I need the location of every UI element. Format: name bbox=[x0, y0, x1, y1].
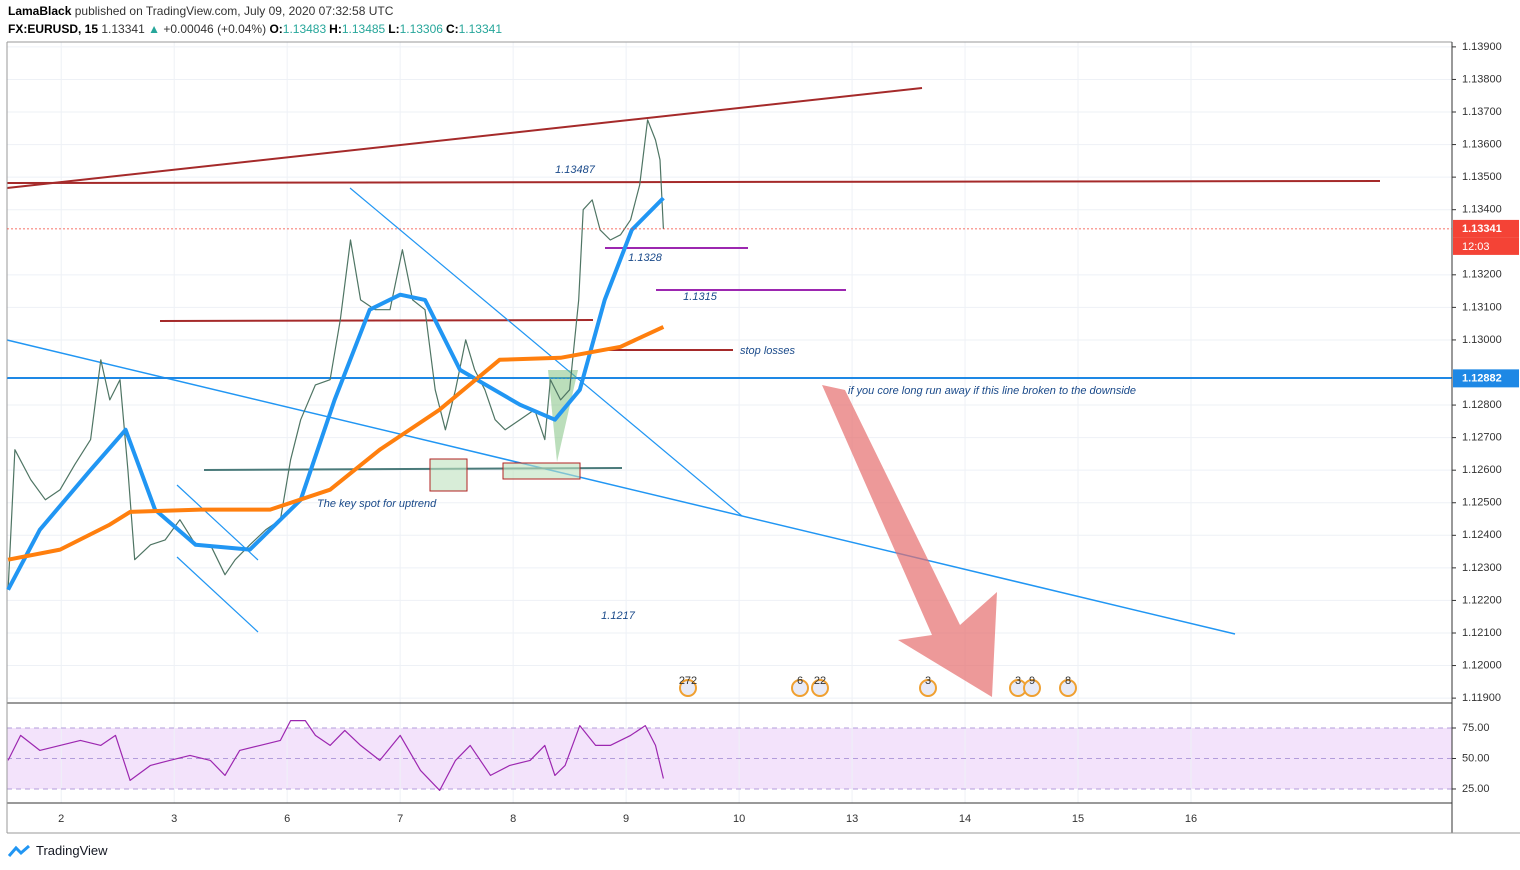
ohlc-key: H: bbox=[329, 22, 342, 36]
symbol-info: FX:EURUSD, 15 1.13341 ▲ +0.00046 (+0.04%… bbox=[8, 22, 505, 36]
y-tick-label: 1.12600 bbox=[1462, 464, 1502, 476]
annotation: 1.13487 bbox=[555, 164, 596, 176]
event-icon bbox=[919, 679, 937, 697]
event-count: 22 bbox=[814, 675, 826, 687]
annotation: 1.1217 bbox=[601, 610, 636, 622]
x-tick-label: 6 bbox=[284, 813, 290, 825]
key-box bbox=[429, 458, 468, 492]
change-arrow: ▲ bbox=[148, 22, 160, 36]
annotation: stop losses bbox=[740, 345, 796, 357]
ohlc-value: 1.13341 bbox=[458, 22, 503, 36]
price-tag-label: 1.13341 bbox=[1462, 223, 1502, 235]
trend-line bbox=[349, 187, 743, 517]
resistance-line bbox=[6, 180, 1381, 184]
event-count: 9 bbox=[1029, 675, 1035, 687]
y-tick-label: 50.00 bbox=[1462, 752, 1490, 764]
y-tick-label: 1.12300 bbox=[1462, 562, 1502, 574]
annotation: if you core long run away if this line b… bbox=[848, 385, 1136, 397]
x-tick-label: 3 bbox=[171, 813, 177, 825]
trend-line bbox=[6, 339, 1236, 635]
y-tick-label: 1.12800 bbox=[1462, 399, 1502, 411]
publish-date: published on TradingView.com, July 09, 2… bbox=[74, 4, 394, 18]
y-tick-label: 1.13000 bbox=[1462, 334, 1502, 346]
y-tick-label: 1.11900 bbox=[1462, 692, 1501, 704]
event-icon bbox=[1059, 679, 1077, 697]
y-tick-label: 1.13200 bbox=[1462, 269, 1502, 281]
brand: TradingView bbox=[36, 843, 108, 858]
publisher: LamaBlack bbox=[8, 4, 72, 18]
y-tick-label: 1.13900 bbox=[1462, 41, 1502, 53]
pattern-shape bbox=[548, 370, 578, 462]
ohlc-value: 1.13306 bbox=[399, 22, 443, 36]
event-count: 272 bbox=[679, 675, 697, 687]
last-price: 1.13341 bbox=[101, 22, 145, 36]
y-tick-label: 25.00 bbox=[1462, 783, 1490, 795]
event-count: 6 bbox=[797, 675, 803, 687]
event-count: 3 bbox=[1015, 675, 1021, 687]
y-tick-label: 1.12200 bbox=[1462, 594, 1502, 606]
ohlc-key: C: bbox=[445, 22, 459, 36]
series-line bbox=[7, 119, 664, 590]
x-tick-label: 8 bbox=[510, 813, 516, 825]
trend-line bbox=[6, 87, 923, 189]
ohlc-key: L: bbox=[388, 22, 400, 36]
y-tick-label: 1.13500 bbox=[1462, 171, 1502, 183]
x-tick-label: 2 bbox=[58, 813, 64, 825]
y-tick-label: 1.13700 bbox=[1462, 106, 1502, 118]
channel-line bbox=[176, 556, 259, 633]
logo bbox=[8, 844, 30, 857]
annotation: 1.1328 bbox=[628, 252, 663, 264]
x-tick-label: 9 bbox=[623, 813, 629, 825]
y-tick-label: 1.12500 bbox=[1462, 497, 1502, 509]
price-tag-label: 1.12882 bbox=[1462, 372, 1502, 384]
annotation: 1.1315 bbox=[683, 291, 718, 303]
time-tag bbox=[1453, 237, 1519, 255]
symbol: FX:EURUSD, 15 bbox=[8, 22, 99, 36]
x-tick-label: 13 bbox=[846, 813, 858, 825]
price-tag bbox=[1453, 369, 1519, 388]
event-icon bbox=[811, 679, 829, 697]
ohlc-value: 1.13485 bbox=[341, 22, 386, 36]
y-tick-label: 1.13400 bbox=[1462, 204, 1502, 216]
x-tick-label: 7 bbox=[397, 813, 403, 825]
y-tick-label: 1.13800 bbox=[1462, 73, 1502, 85]
change: +0.00046 (+0.04%) bbox=[163, 22, 267, 36]
price-tag bbox=[1453, 219, 1519, 238]
series-line bbox=[6, 196, 665, 591]
x-tick-label: 10 bbox=[733, 813, 745, 825]
event-icon bbox=[679, 679, 697, 697]
ohlc-value: 1.13483 bbox=[282, 22, 327, 36]
footer: TradingView bbox=[8, 843, 108, 858]
x-tick-label: 14 bbox=[959, 813, 971, 825]
y-tick-label: 1.13100 bbox=[1462, 301, 1502, 313]
series-line bbox=[7, 720, 664, 791]
y-tick-label: 1.13600 bbox=[1462, 138, 1502, 150]
publish-info: LamaBlack published on TradingView.com, … bbox=[8, 4, 393, 18]
y-tick-label: 1.12000 bbox=[1462, 659, 1502, 671]
annotation: The key spot for uptrend bbox=[317, 498, 437, 510]
y-tick-label: 75.00 bbox=[1462, 722, 1490, 734]
ohlc-key: O: bbox=[269, 22, 283, 36]
x-tick-label: 15 bbox=[1072, 813, 1084, 825]
y-tick-label: 1.12700 bbox=[1462, 432, 1502, 444]
y-tick-label: 1.12400 bbox=[1462, 529, 1502, 541]
event-count: 8 bbox=[1065, 675, 1071, 687]
event-icon bbox=[791, 679, 809, 697]
series-line bbox=[7, 325, 665, 562]
x-tick-label: 16 bbox=[1185, 813, 1197, 825]
event-count: 3 bbox=[925, 675, 931, 687]
ohlc: O:1.13483 H:1.13485 L:1.13306 C:1.13341 bbox=[269, 22, 505, 36]
down-arrow bbox=[822, 385, 997, 697]
time-tag-label: 12:03 bbox=[1462, 241, 1490, 253]
event-icon bbox=[1023, 679, 1041, 697]
y-tick-label: 1.12100 bbox=[1462, 627, 1502, 639]
key-box bbox=[502, 462, 581, 480]
level-line bbox=[159, 319, 594, 322]
